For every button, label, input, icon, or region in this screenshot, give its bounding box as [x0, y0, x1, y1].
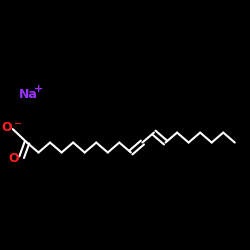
Text: O: O — [1, 121, 11, 134]
Text: Na: Na — [19, 88, 38, 102]
Text: O: O — [8, 152, 19, 165]
Text: −: − — [14, 119, 22, 129]
Text: +: + — [34, 84, 43, 94]
